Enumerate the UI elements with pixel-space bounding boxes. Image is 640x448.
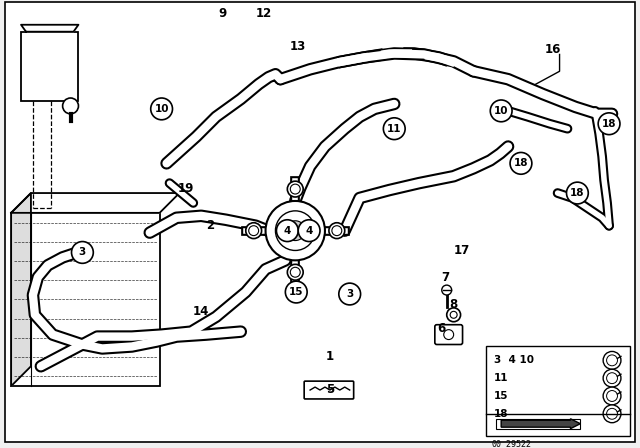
Circle shape [566,182,588,204]
Circle shape [598,113,620,135]
Text: 10: 10 [154,104,169,114]
Text: 10: 10 [494,106,508,116]
Text: 8: 8 [449,298,458,311]
Text: 18: 18 [570,188,584,198]
Circle shape [383,118,405,140]
Circle shape [276,220,298,241]
Polygon shape [11,193,31,386]
Text: 15: 15 [289,287,303,297]
Circle shape [490,100,512,122]
Circle shape [329,223,345,239]
Circle shape [291,184,300,194]
Circle shape [275,211,315,250]
Text: 5: 5 [326,383,334,396]
Circle shape [285,281,307,303]
Text: 3  4 10: 3 4 10 [494,355,534,365]
Text: 18: 18 [602,119,616,129]
Circle shape [603,405,621,423]
Circle shape [287,264,303,280]
Circle shape [339,283,360,305]
Text: 1: 1 [326,350,334,363]
Text: 15: 15 [494,391,509,401]
Circle shape [285,221,305,241]
Circle shape [607,391,618,401]
Text: 7: 7 [442,271,450,284]
Circle shape [607,355,618,366]
Polygon shape [21,25,79,32]
Text: 16: 16 [545,43,561,56]
Text: 2: 2 [206,219,214,232]
FancyBboxPatch shape [21,32,79,101]
Circle shape [332,226,342,236]
Bar [496,419,580,429]
Circle shape [291,267,300,277]
Circle shape [72,241,93,263]
Circle shape [603,369,621,387]
Circle shape [249,226,259,236]
Text: 14: 14 [193,306,209,319]
Circle shape [287,181,303,197]
Circle shape [246,223,262,239]
Text: 3: 3 [346,289,353,299]
Circle shape [442,285,452,295]
Circle shape [266,201,325,260]
Text: 4: 4 [284,226,291,236]
Text: 17: 17 [453,244,470,257]
Text: 00_29522: 00_29522 [492,439,531,448]
Text: 11: 11 [494,373,509,383]
Text: 18: 18 [494,409,509,419]
Circle shape [450,311,457,318]
Polygon shape [11,193,179,213]
Text: 13: 13 [290,40,307,53]
Text: 12: 12 [255,7,272,20]
Text: 4: 4 [305,226,313,236]
Bar [11,213,159,386]
Text: 18: 18 [514,158,528,168]
Text: 19: 19 [178,181,195,194]
Text: 3: 3 [79,247,86,258]
Circle shape [444,330,454,340]
Bar [486,346,630,435]
Circle shape [447,308,461,322]
Circle shape [603,387,621,405]
FancyBboxPatch shape [435,325,463,345]
FancyBboxPatch shape [304,381,354,399]
Circle shape [607,409,618,419]
Circle shape [603,351,621,369]
Text: 6: 6 [438,322,446,335]
Circle shape [298,220,320,241]
FancyArrow shape [501,419,580,429]
Circle shape [150,98,173,120]
Circle shape [607,373,618,383]
Text: 11: 11 [387,124,401,134]
Circle shape [510,152,532,174]
Circle shape [63,98,79,114]
Text: 9: 9 [219,7,227,20]
